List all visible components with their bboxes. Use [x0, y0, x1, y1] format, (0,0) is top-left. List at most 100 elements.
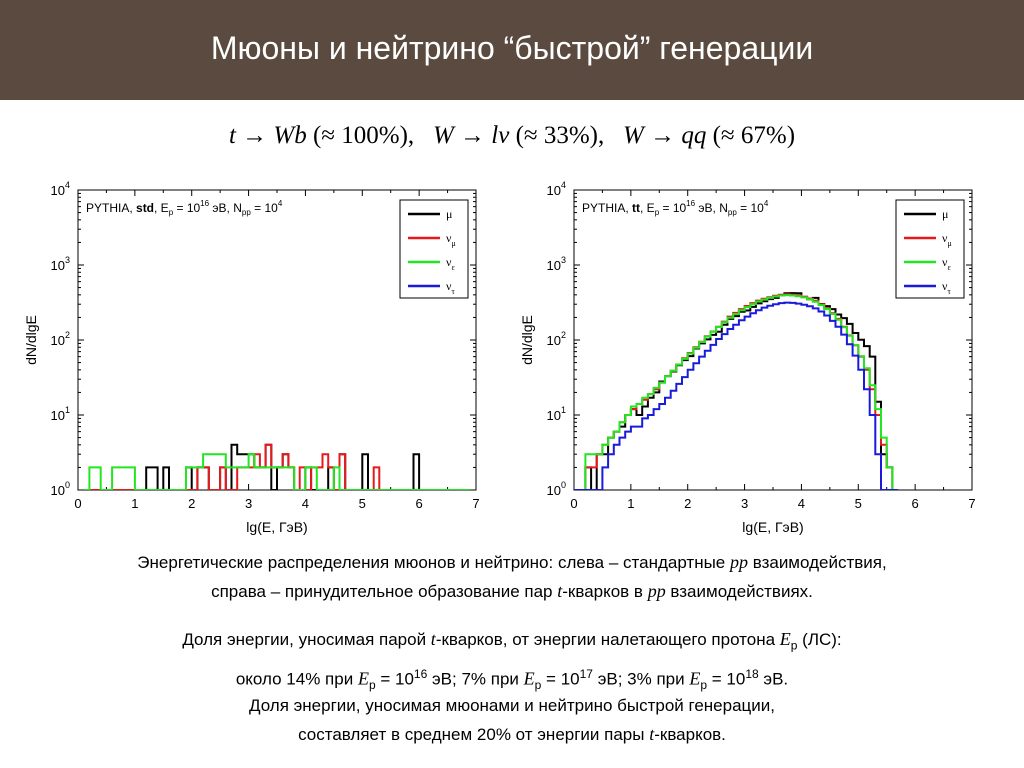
title-bar	[0, 0, 1024, 100]
series-line-0	[574, 292, 899, 490]
caption2-p-3: p	[700, 678, 708, 693]
y-tick-label: 100	[51, 480, 70, 498]
formula-w-1: W	[432, 122, 454, 149]
caption3-text-2: составляет в среднем 20% от энергии пары	[298, 725, 650, 744]
legend-entry-0: μ	[446, 207, 452, 221]
caption1-text-3: справа – принудительное образование пар	[211, 582, 558, 601]
caption2-E-0: E	[779, 629, 791, 649]
y-tick-label: 102	[51, 330, 70, 348]
caption2-text-4: около 14% при	[235, 670, 358, 690]
caption3-text-1: Доля энергии, уносимая мюонами и нейтрин…	[248, 696, 775, 715]
y-tick-label: 100	[547, 480, 566, 498]
caption2-text-1: Доля энергии, уносимая парой	[182, 630, 431, 649]
formula-pct-3: (≈ 67%)	[712, 122, 796, 149]
x-axis-label: lg(E, ГэВ)	[742, 519, 803, 535]
y-tick-label: 101	[51, 405, 70, 423]
caption2-p-0: p	[790, 638, 798, 653]
caption-distributions: Энергетические распределения мюонов и не…	[0, 548, 1024, 606]
caption2-p-2: p	[534, 678, 542, 693]
x-tick-label: 7	[472, 496, 479, 511]
chart-std: 0 1 2 3 4 5 6 7 100 101 102 103 104 lg(E, ГэВ) dN/dlgE…	[23, 180, 480, 535]
x-tick-label: 4	[302, 496, 309, 511]
formula-arrow-2: →	[460, 122, 486, 149]
formula-w-2: W	[623, 122, 644, 149]
y-axis-label: dN/dlgE	[519, 315, 535, 365]
y-tick-label: 103	[51, 255, 70, 273]
series-line-2	[83, 453, 471, 490]
caption2-exp-18: 18	[745, 667, 759, 682]
caption2-E-1: E	[357, 669, 369, 690]
x-tick-label: 6	[416, 496, 423, 511]
caption1-text-1: Энергетические распределения мюонов и не…	[137, 553, 730, 572]
caption2-eq-1: = 10	[375, 670, 414, 690]
x-tick-label: 2	[188, 496, 195, 511]
formula-wb: Wb	[273, 122, 307, 149]
caption2-exp-17: 17	[579, 667, 593, 682]
legend-entry-2: νε	[942, 255, 951, 272]
series-line-0	[83, 443, 471, 490]
slide-title: Мюоны и нейтрино “быстрой” генерации	[210, 30, 814, 66]
formula-arrow-1: →	[242, 122, 268, 149]
legend-entry-3: ντ	[446, 279, 455, 296]
x-tick-label: 2	[684, 496, 691, 511]
series-line-2	[574, 294, 899, 490]
caption2-ev-3: эВ.	[758, 670, 789, 690]
series-line-3	[574, 301, 899, 490]
caption-average-fraction: Доля энергии, уносимая мюонами и нейтрин…	[0, 691, 1024, 749]
x-tick-label: 1	[627, 496, 634, 511]
x-tick-label: 7	[968, 496, 975, 511]
caption-energy-fraction: Доля энергии, уносимая парой t-кварков, …	[0, 625, 1024, 700]
formula-qq: qq	[681, 122, 707, 149]
caption2-ev-1: эВ; 7% при	[427, 670, 524, 690]
y-tick-label: 101	[547, 405, 566, 423]
caption2-text-3: (ЛС):	[797, 630, 842, 649]
x-tick-label: 6	[912, 496, 919, 511]
caption3-text-3: -кварков.	[654, 725, 726, 744]
caption1-text-2: взаимодействия,	[748, 553, 887, 572]
legend-entry-1: νμ	[942, 231, 952, 248]
x-tick-label: 4	[798, 496, 805, 511]
x-tick-label: 1	[131, 496, 138, 511]
formula-t: t	[228, 122, 236, 149]
y-tick-label: 104	[51, 180, 70, 198]
y-axis-label: dN/dlgE	[23, 315, 39, 365]
x-tick-label: 5	[855, 496, 862, 511]
caption2-text-2: -кварков, от энергии налетающего протона	[435, 630, 780, 649]
y-tick-label: 104	[547, 180, 566, 198]
caption2-ev-2: эВ; 3% при	[592, 670, 690, 690]
caption2-p-1: p	[368, 678, 376, 693]
caption3-t: t	[649, 724, 655, 744]
formula-lv: lν	[491, 122, 510, 149]
caption2-eq-3: = 10	[707, 670, 746, 690]
caption1-pp-1: pp	[730, 552, 748, 572]
chart-annotation: PYTHIA, tt, Ep = 1016 эВ, Npp = 104	[582, 199, 769, 217]
caption2-E-2: E	[523, 669, 535, 690]
formula-pct-2: (≈ 33%),	[515, 122, 605, 149]
x-tick-label: 3	[245, 496, 252, 511]
caption1-text-5: взаимодействиях.	[665, 582, 813, 601]
x-tick-label: 3	[741, 496, 748, 511]
legend-entry-1: νμ	[446, 231, 456, 248]
legend-box	[399, 199, 469, 299]
legend-entry-0: μ	[942, 207, 948, 221]
x-axis-label: lg(E, ГэВ)	[246, 519, 307, 535]
series-line-1	[83, 443, 471, 490]
caption2-E-3: E	[689, 669, 701, 690]
caption2-eq-2: = 10	[541, 670, 580, 690]
x-tick-label: 5	[359, 496, 366, 511]
formula-arrow-3: →	[650, 122, 676, 149]
x-tick-label: 0	[74, 496, 81, 511]
chart-annotation: PYTHIA, std, Ep = 1016 эВ, Npp = 104	[86, 199, 283, 217]
caption2-exp-16: 16	[413, 667, 428, 682]
legend-box	[895, 199, 965, 299]
caption1-t: t	[557, 581, 563, 601]
caption2-t: t	[430, 629, 436, 649]
caption1-pp-2: pp	[647, 581, 666, 601]
chart-tt: 0 1 2 3 4 5 6 7 100 101 102 103 104 lg(E, ГэВ) dN/dlgE…	[519, 180, 976, 535]
caption1-text-4: -кварков в	[562, 582, 648, 601]
y-tick-label: 102	[547, 330, 566, 348]
legend-entry-2: νε	[446, 255, 455, 272]
x-tick-label: 0	[570, 496, 577, 511]
decay-formula: t → Wb (≈ 100%), W → lν (≈ 33%), W → qq …	[0, 122, 1024, 150]
formula-pct-1: (≈ 100%),	[312, 122, 415, 149]
